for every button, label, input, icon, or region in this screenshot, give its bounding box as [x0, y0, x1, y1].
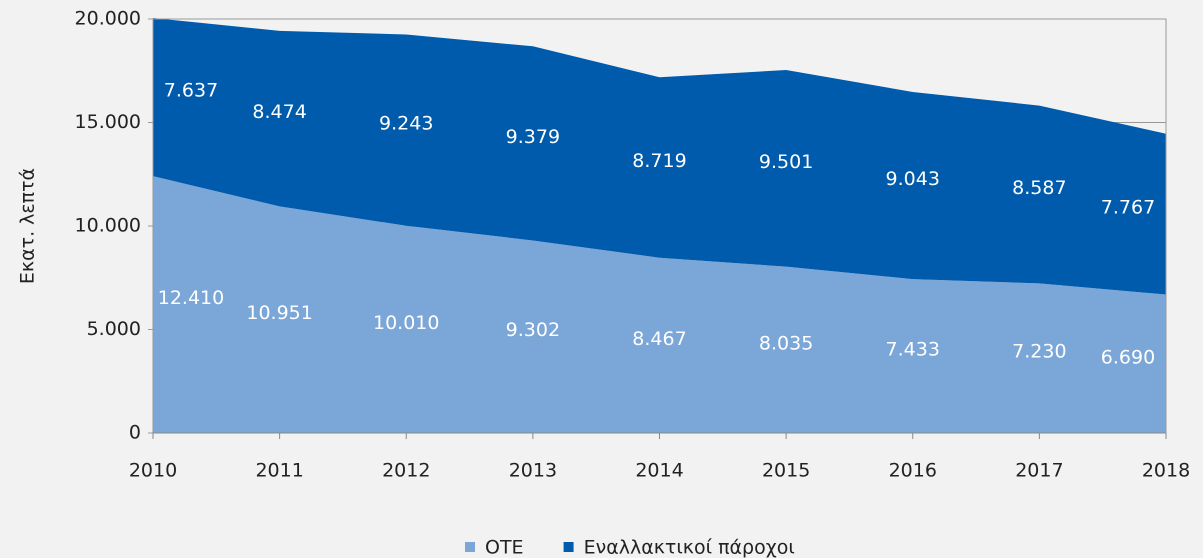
area [153, 176, 1166, 433]
legend-swatch [563, 542, 574, 552]
value-label: 7.433 [886, 339, 940, 361]
value-label: 8.587 [1012, 177, 1066, 199]
legend-swatch [465, 542, 475, 552]
y-tick-label: 15.000 [75, 111, 141, 133]
value-label: 8.719 [632, 150, 686, 172]
x-tick-label: 2013 [509, 460, 557, 482]
value-label: 7.230 [1012, 341, 1066, 363]
value-label: 9.501 [759, 151, 813, 173]
value-label: 8.035 [759, 332, 813, 354]
x-tick-label: 2017 [1015, 460, 1063, 482]
value-label: 8.474 [252, 101, 306, 123]
x-tick-label: 2016 [889, 460, 937, 482]
value-label: 7.767 [1101, 197, 1155, 219]
x-tick-label: 2012 [382, 460, 430, 482]
value-label: 6.690 [1101, 346, 1155, 368]
value-label: 10.951 [246, 302, 312, 324]
x-tick-label: 2011 [255, 460, 303, 482]
x-tick-label: 2010 [129, 460, 177, 482]
value-label: 9.043 [886, 168, 940, 190]
value-label: 8.467 [632, 328, 686, 350]
legend-label: OTE [485, 537, 524, 558]
value-label: 10.010 [373, 312, 439, 334]
y-axis-label: Εκατ. λεπτά [17, 168, 39, 284]
value-label: 9.243 [379, 113, 433, 135]
area [153, 18, 1166, 295]
legend-label: Εναλλακτικοί πάροχοι [584, 537, 795, 558]
y-tick-label: 20.000 [75, 8, 141, 30]
y-tick-label: 0 [129, 422, 141, 444]
y-tick-label: 10.000 [75, 215, 141, 237]
value-label: 12.410 [158, 287, 224, 309]
x-tick-label: 2014 [635, 460, 683, 482]
value-label: 9.302 [506, 319, 560, 341]
x-tick-label: 2015 [762, 460, 810, 482]
value-label: 9.379 [506, 126, 560, 148]
y-tick-label: 5.000 [87, 318, 141, 340]
value-label: 7.637 [164, 80, 218, 102]
x-tick-label: 2018 [1142, 460, 1190, 482]
